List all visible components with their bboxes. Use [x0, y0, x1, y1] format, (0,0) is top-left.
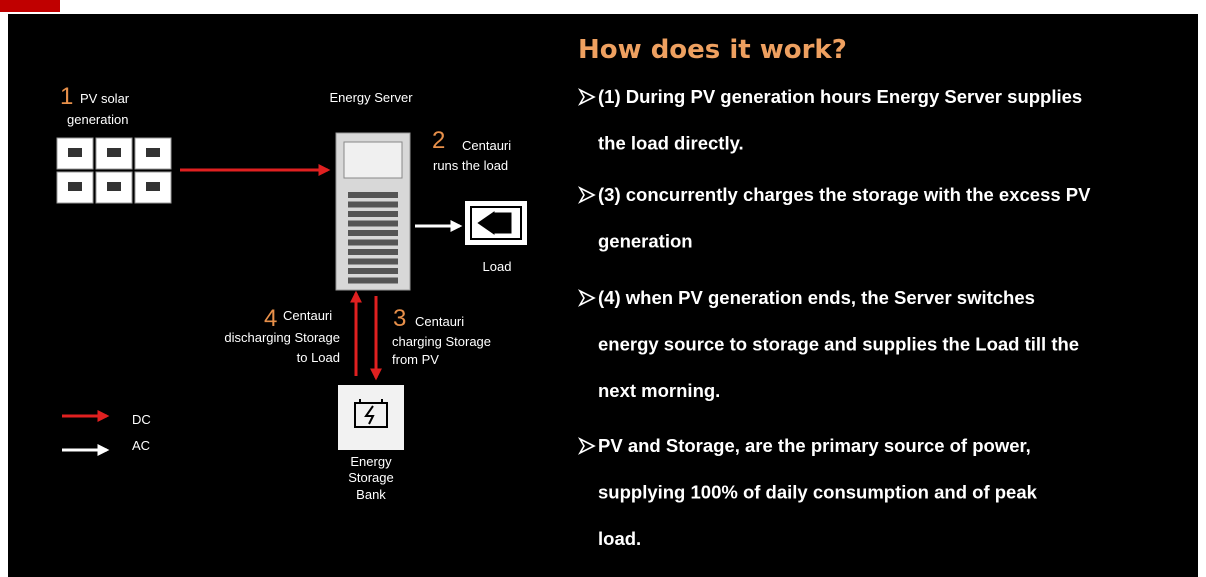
storage-label: Energy: [350, 454, 392, 469]
rack-slot: [348, 278, 398, 284]
legend-label: DC: [132, 412, 151, 427]
storage-label: Storage: [348, 470, 394, 485]
server-rack: [336, 133, 410, 290]
panel-cell: [68, 182, 82, 191]
rack-panel: [344, 142, 402, 178]
slide: 1 PV solar generation Energy Server 2 Ce…: [0, 0, 1206, 577]
step-label: to Load: [297, 350, 340, 365]
pv-label: PV solar: [80, 91, 130, 106]
rack-slot: [348, 268, 398, 274]
bullet-text: the load directly.: [598, 133, 744, 154]
bullet-text: load.: [598, 528, 641, 549]
pv-label: generation: [67, 112, 128, 127]
panel-cell: [146, 148, 160, 157]
step-label: from PV: [392, 352, 439, 367]
bullet-text: energy source to storage and supplies th…: [598, 334, 1079, 355]
bullet-text: generation: [598, 231, 693, 252]
storage-box: [338, 385, 404, 450]
rack-slot: [348, 221, 398, 227]
rack-slot: [348, 240, 398, 246]
load-icon: [465, 201, 527, 245]
storage-label: Bank: [356, 487, 386, 502]
rack-slot: [348, 249, 398, 255]
storage-icon: [338, 385, 404, 450]
step-label: discharging Storage: [224, 330, 340, 345]
bullet-text: PV and Storage, are the primary source o…: [598, 435, 1031, 456]
legend-label: AC: [132, 438, 150, 453]
step-label: Centauri: [283, 308, 332, 323]
rack-slot: [348, 192, 398, 198]
step-number: 4: [264, 305, 277, 332]
rack-slot: [348, 211, 398, 217]
rack-slot: [348, 259, 398, 265]
header-accent: [0, 0, 60, 12]
step-label: Centauri: [462, 138, 511, 153]
bullet-text: (1) During PV generation hours Energy Se…: [598, 86, 1082, 107]
bullet-text: next morning.: [598, 380, 720, 401]
slide-title: How does it work?: [578, 35, 847, 65]
panel-cell: [68, 148, 82, 157]
step-label: Centauri: [415, 314, 464, 329]
step-number: 1: [60, 83, 73, 110]
load-label: Load: [483, 259, 512, 274]
panel-cell: [107, 182, 121, 191]
bullet-text: supplying 100% of daily consumption and …: [598, 482, 1038, 503]
panel-cell: [146, 182, 160, 191]
rack-slot: [348, 202, 398, 208]
step-label: runs the load: [433, 158, 508, 173]
bullet-text: (3) concurrently charges the storage wit…: [598, 184, 1091, 205]
server-label: Energy Server: [329, 90, 413, 105]
step-label: charging Storage: [392, 334, 491, 349]
bullet-text: (4) when PV generation ends, the Server …: [598, 287, 1035, 308]
step-number: 3: [393, 305, 406, 332]
panel-cell: [107, 148, 121, 157]
rack-slot: [348, 230, 398, 236]
step-number: 2: [432, 127, 445, 154]
